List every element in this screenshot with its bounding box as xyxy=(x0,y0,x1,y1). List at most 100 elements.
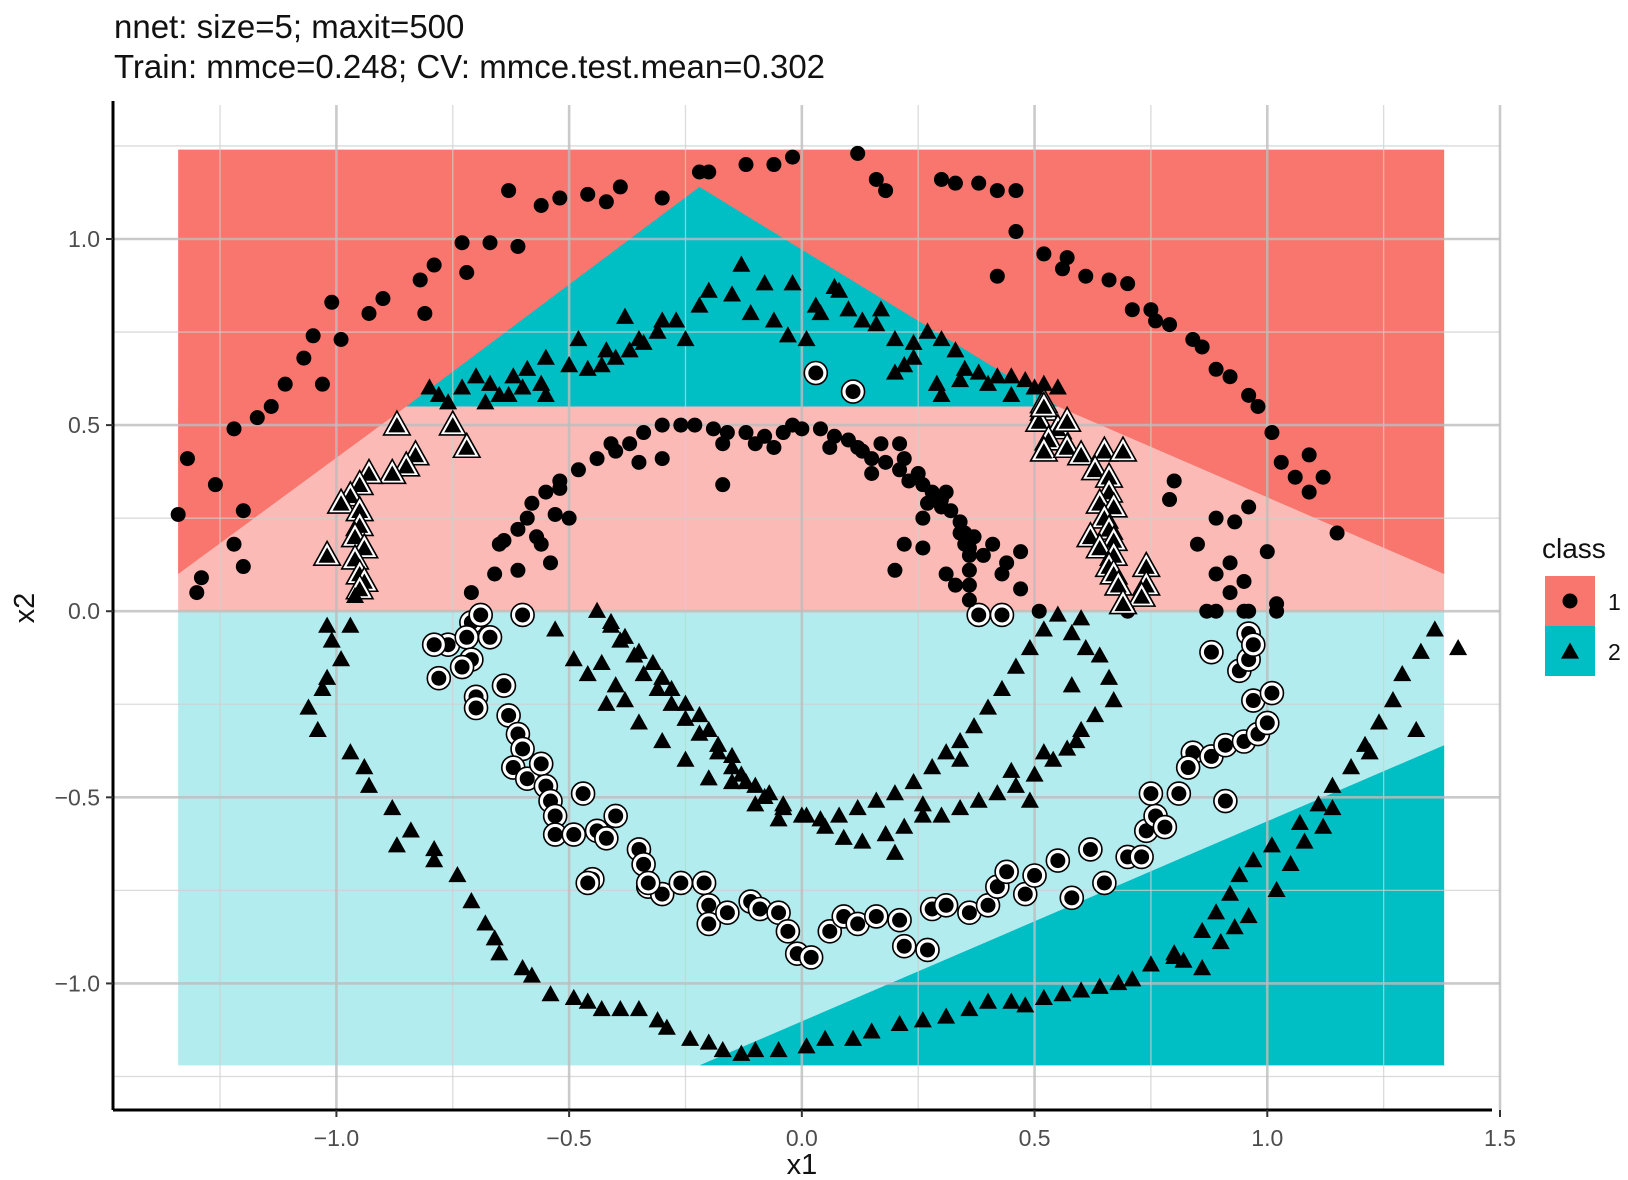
point-class-2 xyxy=(1239,906,1258,924)
point-class-1 xyxy=(510,562,526,578)
point-class-2 xyxy=(746,795,765,812)
point-class-1 xyxy=(1287,469,1303,485)
point-class-1-core xyxy=(719,905,735,921)
point-class-2 xyxy=(816,817,835,834)
point-class-1-core xyxy=(519,771,535,787)
point-class-1 xyxy=(1008,224,1024,240)
point-class-1-core xyxy=(850,916,866,932)
point-class-2 xyxy=(871,300,890,317)
point-class-2 xyxy=(522,966,541,983)
point-class-2 xyxy=(299,698,318,715)
point-class-1 xyxy=(570,462,586,478)
point-class-1-core xyxy=(431,670,447,686)
point-class-2 xyxy=(606,676,625,693)
point-class-1-core xyxy=(501,707,517,723)
point-class-2 xyxy=(653,732,672,749)
point-class-1 xyxy=(1301,484,1317,500)
point-class-2 xyxy=(853,311,872,328)
point-class-1-core xyxy=(822,923,838,939)
point-class-2-core xyxy=(444,417,462,433)
point-class-1 xyxy=(375,291,391,307)
point-class-1-core xyxy=(673,875,689,891)
point-class-1 xyxy=(887,562,903,578)
y-tick-label: 0.5 xyxy=(68,412,100,438)
point-class-2 xyxy=(332,650,351,667)
point-class-2 xyxy=(1323,799,1342,816)
point-class-1-core xyxy=(515,607,531,623)
point-class-1 xyxy=(496,533,512,548)
point-class-1 xyxy=(1208,361,1224,377)
point-class-2 xyxy=(1053,985,1072,1002)
point-class-2 xyxy=(1109,973,1128,991)
point-class-2 xyxy=(355,758,374,775)
point-class-2-core xyxy=(1105,499,1123,515)
point-class-1 xyxy=(226,536,242,552)
point-class-1 xyxy=(519,510,535,526)
point-class-2 xyxy=(927,374,946,391)
point-class-1 xyxy=(412,272,428,288)
point-class-2 xyxy=(439,393,458,410)
point-class-2 xyxy=(597,694,616,711)
point-class-1 xyxy=(1208,603,1224,619)
point-class-2 xyxy=(1281,854,1300,871)
point-class-1-core xyxy=(473,607,489,623)
point-class-2 xyxy=(885,784,904,801)
point-class-2-core xyxy=(1109,577,1127,593)
point-class-1 xyxy=(947,175,963,191)
point-class-1-core xyxy=(980,897,996,913)
point-class-2 xyxy=(634,665,653,682)
point-class-1-core xyxy=(771,905,787,921)
point-class-2 xyxy=(629,713,648,730)
point-class-1-core xyxy=(608,808,624,824)
point-class-2 xyxy=(676,330,695,347)
point-class-1-core xyxy=(1027,868,1043,883)
point-class-1 xyxy=(1208,566,1224,582)
point-class-2 xyxy=(937,1007,956,1024)
y-tick-label: 1.0 xyxy=(68,226,100,252)
point-class-2 xyxy=(690,724,709,741)
point-class-1 xyxy=(850,439,866,455)
point-class-1-core xyxy=(547,808,563,824)
point-class-2 xyxy=(485,929,504,946)
point-class-1-core xyxy=(989,879,1005,895)
point-class-1 xyxy=(305,328,321,344)
point-class-2 xyxy=(1449,638,1468,656)
point-class-1-core xyxy=(701,897,717,913)
point-class-2-core xyxy=(458,439,476,455)
point-class-1-core xyxy=(696,875,712,891)
point-class-2 xyxy=(1006,776,1025,793)
point-class-1-core xyxy=(999,864,1015,880)
point-class-2 xyxy=(476,393,495,410)
point-class-2 xyxy=(359,776,379,793)
point-class-2 xyxy=(453,378,472,395)
point-class-1-core xyxy=(515,741,531,757)
point-class-1 xyxy=(975,547,991,563)
point-class-1 xyxy=(235,503,251,519)
point-class-1 xyxy=(1241,603,1257,619)
point-class-1-core xyxy=(938,897,954,913)
point-class-2 xyxy=(853,832,872,849)
point-class-2 xyxy=(923,758,942,775)
point-class-2 xyxy=(713,1040,732,1058)
point-class-2 xyxy=(867,791,886,808)
point-class-1-core xyxy=(580,875,596,891)
point-class-1 xyxy=(636,425,652,441)
point-class-2 xyxy=(597,341,616,358)
point-class-2 xyxy=(764,311,783,328)
point-class-1 xyxy=(417,305,433,321)
point-class-1 xyxy=(463,585,479,601)
point-class-2 xyxy=(690,296,709,313)
point-class-1 xyxy=(878,183,894,199)
point-class-2 xyxy=(978,698,998,715)
legend-circle-icon xyxy=(1562,593,1578,609)
point-class-1 xyxy=(263,399,279,414)
point-class-2-core xyxy=(1137,558,1155,574)
point-class-1 xyxy=(915,510,931,526)
point-class-1-core xyxy=(1203,644,1219,660)
point-class-2 xyxy=(341,616,360,633)
point-class-2 xyxy=(1002,367,1021,384)
point-class-1 xyxy=(598,194,614,210)
point-class-2 xyxy=(518,359,537,376)
point-class-1 xyxy=(361,305,377,321)
point-class-1-core xyxy=(468,700,484,716)
